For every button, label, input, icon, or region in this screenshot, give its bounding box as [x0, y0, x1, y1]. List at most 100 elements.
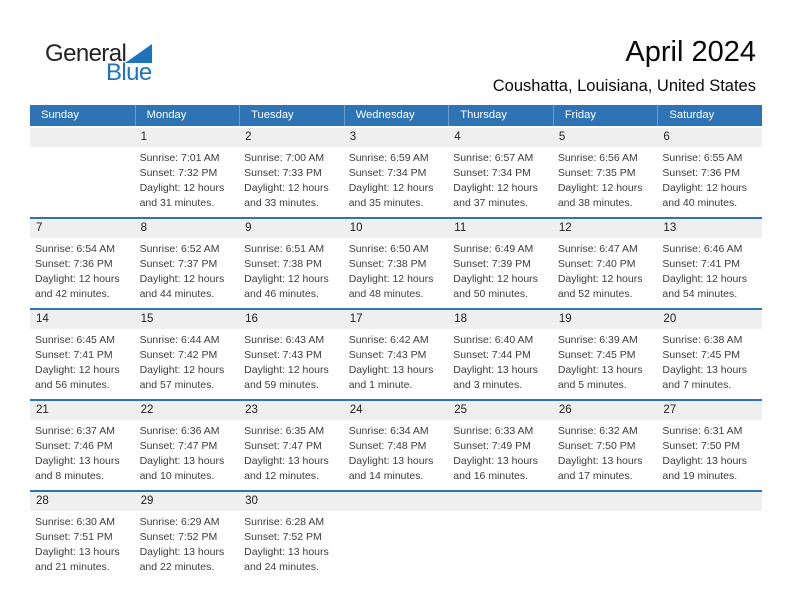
day-cell: [30, 147, 135, 217]
day-info-line: Sunrise: 6:38 AM: [662, 334, 743, 346]
day-info-line: Daylight: 13 hours: [35, 546, 120, 558]
day-cell: Sunrise: 6:42 AM Sunset: 7:43 PM Daylight:…: [344, 329, 449, 399]
day-cell: Sunrise: 6:39 AM Sunset: 7:45 PM Daylight:…: [553, 329, 658, 399]
day-info-line: Daylight: 12 hours: [35, 273, 120, 285]
day-cell: Sunrise: 6:55 AM Sunset: 7:36 PM Daylight:…: [657, 147, 762, 217]
calendar-week-row: 1 2 3 4 5 6 Sunrise: 7:01 AM Sunset: 7:32 PM Day…: [30, 128, 762, 217]
day-number: 3: [349, 131, 357, 143]
day-info-line: Sunset: 7:33 PM: [244, 167, 322, 179]
day-number: 16: [245, 313, 258, 325]
day-info-line: and 24 minutes.: [244, 561, 319, 573]
day-info-line: Sunset: 7:52 PM: [244, 531, 322, 543]
day-info-line: and 40 minutes.: [662, 197, 738, 209]
title-block: April 2024 Coushatta, Louisiana, United …: [493, 36, 756, 96]
day-info-line: Daylight: 12 hours: [244, 273, 329, 285]
day-info-line: Daylight: 13 hours: [244, 455, 329, 467]
day-info-line: Daylight: 13 hours: [139, 455, 225, 467]
day-cell: Sunrise: 6:28 AM Sunset: 7:52 PM Daylight:…: [239, 511, 344, 581]
day-info-line: Sunrise: 6:52 AM: [139, 243, 220, 255]
day-info-line: Sunset: 7:41 PM: [35, 349, 113, 361]
day-number: 2: [245, 131, 252, 143]
day-cell: Sunrise: 6:51 AM Sunset: 7:38 PM Daylight:…: [239, 238, 344, 308]
day-info-line: and 22 minutes.: [139, 561, 215, 573]
day-info-line: Daylight: 12 hours: [139, 273, 225, 285]
day-number: 30: [245, 495, 258, 507]
day-number: [553, 492, 658, 511]
day-info-line: Daylight: 13 hours: [348, 455, 434, 467]
day-info-line: Sunset: 7:51 PM: [35, 531, 113, 543]
day-info-line: Sunset: 7:34 PM: [348, 167, 427, 179]
day-number-strip: 21 22 23 24 25 26 27: [30, 401, 762, 420]
day-info-line: Daylight: 12 hours: [557, 273, 643, 285]
day-info-line: and 8 minutes.: [35, 470, 104, 482]
day-info-line: Sunset: 7:45 PM: [662, 349, 741, 361]
day-cell: Sunrise: 6:45 AM Sunset: 7:41 PM Daylight:…: [30, 329, 135, 399]
day-cell: Sunrise: 6:50 AM Sunset: 7:38 PM Daylight:…: [344, 238, 449, 308]
day-info-line: Daylight: 13 hours: [662, 364, 748, 376]
logo-blue-text: Blue: [106, 59, 152, 86]
day-info-line: and 12 minutes.: [244, 470, 319, 482]
day-info-line: Sunset: 7:48 PM: [348, 440, 427, 452]
day-number: 8: [140, 222, 147, 234]
day-info-line: Sunset: 7:32 PM: [139, 167, 218, 179]
day-cell: Sunrise: 6:32 AM Sunset: 7:50 PM Daylight:…: [553, 420, 658, 490]
day-info-line: Daylight: 13 hours: [453, 455, 538, 467]
day-number-strip: 28 29 30: [30, 492, 762, 511]
day-info-line: and 14 minutes.: [348, 470, 424, 482]
day-info-line: and 1 minute.: [348, 379, 413, 391]
weekday-friday: Friday: [552, 105, 658, 126]
day-info-line: and 16 minutes.: [453, 470, 528, 482]
day-number: 10: [349, 222, 363, 234]
day-info-line: Sunrise: 6:34 AM: [348, 425, 429, 437]
week-body-row: Sunrise: 6:37 AM Sunset: 7:46 PM Daylight:…: [30, 420, 762, 490]
day-cell: Sunrise: 6:59 AM Sunset: 7:34 PM Daylight:…: [344, 147, 449, 217]
day-info-line: Sunrise: 6:40 AM: [453, 334, 534, 346]
day-info-line: Daylight: 13 hours: [557, 364, 643, 376]
day-number: 29: [140, 495, 154, 507]
day-info-line: Sunset: 7:43 PM: [244, 349, 322, 361]
day-info-line: Sunrise: 6:47 AM: [557, 243, 638, 255]
day-info-line: and 38 minutes.: [557, 197, 633, 209]
day-info-line: and 35 minutes.: [348, 197, 424, 209]
day-number: 24: [349, 404, 363, 416]
day-info-line: and 10 minutes.: [139, 470, 215, 482]
day-cell: Sunrise: 6:37 AM Sunset: 7:46 PM Daylight:…: [30, 420, 135, 490]
logo-top-row: General: [45, 42, 153, 66]
day-number: 4: [454, 131, 461, 143]
day-info-line: Sunrise: 6:32 AM: [557, 425, 638, 437]
day-info-line: and 56 minutes.: [35, 379, 110, 391]
weekday-wednesday: Wednesday: [343, 105, 449, 126]
calendar-week-row: 14 15 16 17 18 19 20 Sunrise: 6:45 AM Sunset: 7:…: [30, 308, 762, 399]
day-info-line: Daylight: 12 hours: [453, 182, 538, 194]
day-info-line: Sunset: 7:50 PM: [557, 440, 636, 452]
day-info-line: Daylight: 12 hours: [662, 273, 748, 285]
day-info-line: Daylight: 13 hours: [453, 364, 538, 376]
day-cell: Sunrise: 6:44 AM Sunset: 7:42 PM Daylight:…: [135, 329, 240, 399]
day-number: 18: [454, 313, 468, 325]
day-info-line: Sunset: 7:42 PM: [139, 349, 218, 361]
day-info-line: and 50 minutes.: [453, 288, 528, 300]
weekday-thursday: Thursday: [448, 105, 553, 126]
day-info-line: Sunrise: 6:29 AM: [139, 516, 220, 528]
day-info-line: Sunrise: 6:55 AM: [662, 152, 743, 164]
weekday-sunday: Sunday: [41, 109, 79, 121]
day-info-line: Sunrise: 6:43 AM: [244, 334, 325, 346]
day-info-line: Sunset: 7:34 PM: [453, 167, 531, 179]
day-number-strip: 7 8 9 10 11 12 13: [30, 219, 762, 238]
week-body-row: Sunrise: 6:30 AM Sunset: 7:51 PM Daylight:…: [30, 511, 762, 581]
weekday-header-row: Sunday Monday Tuesday Wednesday Thursday…: [30, 105, 762, 126]
day-info-line: Daylight: 13 hours: [557, 455, 643, 467]
calendar-week-row: 21 22 23 24 25 26 27 Sunrise: 6:37 AM Sunset: 7:…: [30, 399, 762, 490]
day-cell: [344, 511, 449, 581]
page-title: April 2024: [625, 36, 756, 68]
day-info-line: Sunset: 7:37 PM: [139, 258, 218, 270]
day-info-line: Daylight: 13 hours: [662, 455, 748, 467]
day-number: 21: [36, 404, 49, 416]
day-info-line: Sunrise: 6:54 AM: [35, 243, 115, 255]
day-number: 9: [245, 222, 252, 234]
day-cell: Sunrise: 6:29 AM Sunset: 7:52 PM Daylight:…: [135, 511, 240, 581]
weekday-tuesday: Tuesday: [239, 105, 344, 126]
day-number: 22: [140, 404, 154, 416]
day-number: 15: [140, 313, 154, 325]
weekday-monday: Monday: [134, 105, 240, 126]
